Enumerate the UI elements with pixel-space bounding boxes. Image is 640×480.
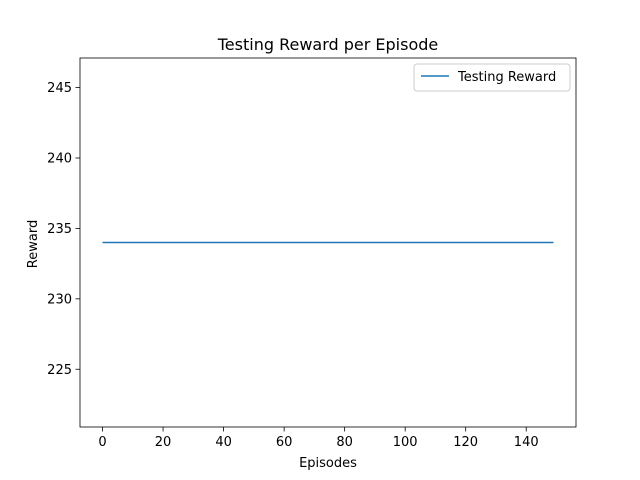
x-tick-label: 20 <box>155 435 172 450</box>
x-tick-label: 0 <box>98 435 106 450</box>
chart-title: Testing Reward per Episode <box>217 35 439 54</box>
y-axis-ticks: 225 230 235 240 245 <box>47 81 80 378</box>
legend-label-testing-reward: Testing Reward <box>457 70 556 85</box>
y-tick-label: 245 <box>47 81 72 96</box>
y-tick-label: 235 <box>47 222 72 237</box>
x-tick-label: 120 <box>453 435 478 450</box>
y-axis-label: Reward <box>26 220 41 268</box>
x-tick-label: 80 <box>336 435 353 450</box>
x-tick-label: 40 <box>215 435 232 450</box>
legend: Testing Reward <box>413 63 571 92</box>
x-tick-label: 140 <box>514 435 539 450</box>
x-tick-label: 100 <box>393 435 418 450</box>
x-tick-label: 60 <box>276 435 293 450</box>
y-tick-label: 230 <box>47 292 72 307</box>
x-axis-ticks: 0 20 40 60 80 100 120 140 <box>98 427 539 450</box>
legend-box <box>413 63 571 92</box>
y-tick-label: 240 <box>47 151 72 166</box>
x-axis-label: Episodes <box>299 456 357 471</box>
y-tick-label: 225 <box>47 363 72 378</box>
